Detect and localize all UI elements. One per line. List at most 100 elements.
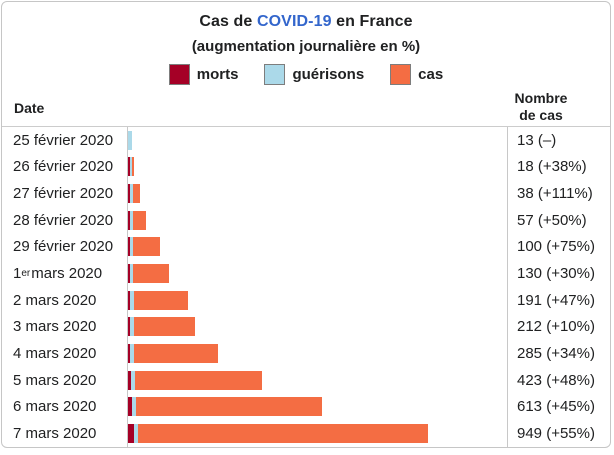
bar-segment-guerisons (129, 290, 134, 310)
bar-cell (127, 366, 507, 394)
date-label: 28 février 2020 (13, 211, 114, 229)
legend-item-cas: cas (390, 64, 443, 85)
date-label: 27 février 2020 (13, 185, 114, 203)
case-count: 38 (+111%) (507, 180, 610, 207)
covid19-link[interactable]: COVID-19 (256, 13, 332, 30)
date-label: 2 mars 2020 (13, 291, 97, 309)
bar-cell (127, 153, 507, 181)
morts-swatch-icon (168, 64, 190, 85)
case-count: 18 (+38%) (507, 153, 610, 181)
bar-cell (127, 340, 507, 367)
bar-segment-guerisons (129, 184, 133, 204)
table-row: 5 mars 2020 423 (+48%) (2, 366, 610, 394)
bar-segment-cas (133, 317, 195, 337)
table-row: 7 mars 2020 949 (+55%) (2, 420, 610, 447)
case-count: 949 (+55%) (507, 420, 610, 447)
stacked-bar (128, 290, 188, 310)
bar-cell (127, 180, 507, 207)
bar-segment-guerisons (128, 130, 132, 150)
case-count: 13 (–) (507, 127, 610, 154)
bar-segment-morts (128, 264, 130, 284)
bar-segment-guerisons (129, 317, 134, 337)
date-label: 29 février 2020 (13, 238, 114, 256)
bar-cell (127, 127, 507, 154)
legend-label-morts: morts (196, 66, 239, 83)
bar-segment-guerisons (129, 157, 132, 177)
bar-segment-cas (136, 397, 322, 417)
legend-item-guerisons: guérisons (264, 64, 364, 85)
stacked-bar (128, 344, 218, 364)
stacked-bar (128, 130, 132, 150)
bar-segment-morts (128, 397, 132, 417)
bar-segment-guerisons (129, 264, 133, 284)
value-header-line1: Nombre (514, 90, 568, 106)
case-count: 423 (+48%) (507, 366, 610, 394)
date-label: 26 février 2020 (13, 158, 114, 176)
bar-segment-guerisons (129, 344, 134, 364)
stacked-bar (128, 264, 169, 284)
bar-cell (127, 393, 507, 421)
date-label: 1 er mars 2020 (13, 265, 103, 283)
bar-segment-morts (128, 290, 130, 310)
legend-label-cas: cas (418, 66, 444, 83)
bar-segment-guerisons (132, 397, 136, 417)
legend-label-guerisons: guérisons (292, 66, 365, 83)
bar-segment-guerisons (134, 424, 138, 444)
date-label: 25 février 2020 (13, 131, 114, 149)
table-row: 2 mars 2020 191 (+47%) (2, 286, 610, 314)
stacked-bar (128, 397, 322, 417)
table-row: 27 février 2020 38 (+111%) (2, 180, 610, 207)
table-row: 4 mars 2020 285 (+34%) (2, 340, 610, 367)
table-row: 28 février 2020 57 (+50%) (2, 206, 610, 234)
bar-segment-cas (133, 237, 160, 257)
bar-segment-cas (132, 210, 146, 230)
bar-segment-cas (132, 184, 140, 204)
stacked-bar (128, 184, 140, 204)
bar-cell (127, 260, 507, 287)
stacked-bar (128, 424, 428, 444)
case-count: 100 (+75%) (507, 233, 610, 261)
title-suffix: en France (331, 13, 413, 30)
bar-segment-morts (128, 424, 134, 444)
value-header-line2: de cas (519, 107, 563, 123)
bar-segment-morts (128, 237, 130, 257)
bar-segment-morts (128, 317, 130, 337)
date-label: 7 mars 2020 (13, 425, 97, 443)
bar-cell (127, 313, 507, 341)
bar-segment-guerisons (129, 210, 133, 230)
case-count: 285 (+34%) (507, 340, 610, 367)
date-label: 4 mars 2020 (13, 345, 97, 363)
bar-segment-morts (128, 157, 130, 177)
title-prefix: Cas de (199, 13, 257, 30)
bar-segment-cas (133, 290, 188, 310)
bar-segment-morts (128, 184, 130, 204)
bar-segment-cas (138, 424, 428, 444)
date-column-header: Date (14, 100, 45, 116)
stacked-bar (128, 317, 195, 337)
case-count: 191 (+47%) (507, 286, 610, 314)
date-label: 3 mars 2020 (13, 318, 97, 336)
date-label: 5 mars 2020 (13, 371, 97, 389)
table-row: 6 mars 2020 613 (+45%) (2, 393, 610, 421)
bar-cell (127, 233, 507, 261)
case-count: 613 (+45%) (507, 393, 610, 421)
table-row: 26 février 2020 18 (+38%) (2, 153, 610, 181)
case-count: 130 (+30%) (507, 260, 610, 287)
cas-swatch-icon (390, 64, 412, 85)
chart-rows: 25 février 2020 13 (–) 26 février 2020 18 (… (2, 126, 610, 447)
bar-segment-guerisons (129, 237, 133, 257)
bar-cell (127, 206, 507, 234)
bar-segment-cas (133, 344, 218, 364)
bar-cell (127, 286, 507, 314)
covid-chart-card: Cas de COVID-19 en France (augmentation … (1, 1, 611, 448)
guerisons-swatch-icon (264, 64, 286, 85)
chart-subtitle: (augmentation journalière en %) (191, 38, 421, 55)
table-row: 1 er mars 2020 130 (+30%) (2, 260, 610, 287)
bar-segment-morts (128, 210, 130, 230)
bar-segment-cas (132, 157, 134, 177)
table-row: 25 février 2020 13 (–) (2, 127, 610, 154)
value-column-header: Nombre de cas (507, 90, 575, 124)
bar-segment-morts (128, 344, 130, 364)
case-count: 212 (+10%) (507, 313, 610, 341)
chart-title: Cas de COVID-19 en France (2, 13, 610, 31)
